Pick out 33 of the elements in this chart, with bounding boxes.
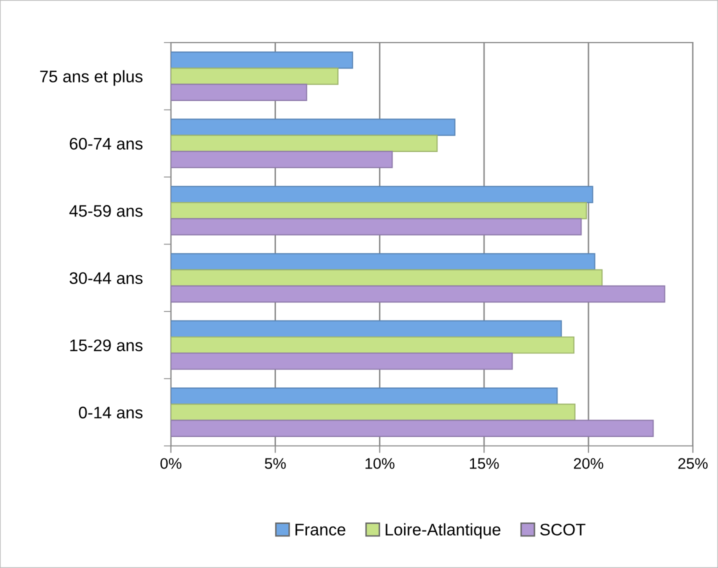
- bar: [170, 253, 596, 270]
- bar: [170, 269, 603, 286]
- legend-label: Loire-Atlantique: [386, 523, 500, 539]
- y-tick-label: 0-14 ans: [78, 406, 143, 418]
- bar: [170, 134, 438, 152]
- x-tick-label: 0%: [160, 458, 182, 469]
- bar: [170, 150, 393, 168]
- legend-label: France: [296, 524, 346, 536]
- bar: [170, 388, 558, 405]
- y-tick-label: 45-59 ans: [69, 205, 143, 217]
- bar: [170, 68, 338, 85]
- y-tick-label: 30-44 ans: [70, 272, 143, 284]
- bar: [170, 218, 582, 236]
- bar: [170, 285, 666, 303]
- bar: [170, 352, 513, 370]
- y-tick-label: 75 ans et plus: [40, 70, 143, 86]
- x-tick-label: 15%: [470, 458, 499, 469]
- bar: [170, 51, 354, 69]
- bar: [170, 336, 574, 354]
- x-tick-label: 5%: [264, 458, 286, 469]
- x-tick-label: 25%: [678, 458, 708, 469]
- bar: [170, 404, 576, 421]
- bar: [170, 320, 562, 338]
- bar: [170, 84, 308, 101]
- x-tick-label: 10%: [366, 458, 394, 469]
- bar: [170, 420, 654, 438]
- x-tick-label: 20%: [574, 458, 604, 469]
- bar: [170, 118, 456, 136]
- bar: [170, 202, 587, 220]
- y-tick-label: 60-74 ans: [70, 138, 143, 150]
- y-tick-label: 15-29 ans: [70, 339, 143, 352]
- bar: [170, 186, 594, 204]
- legend-label: SCOT: [540, 524, 586, 536]
